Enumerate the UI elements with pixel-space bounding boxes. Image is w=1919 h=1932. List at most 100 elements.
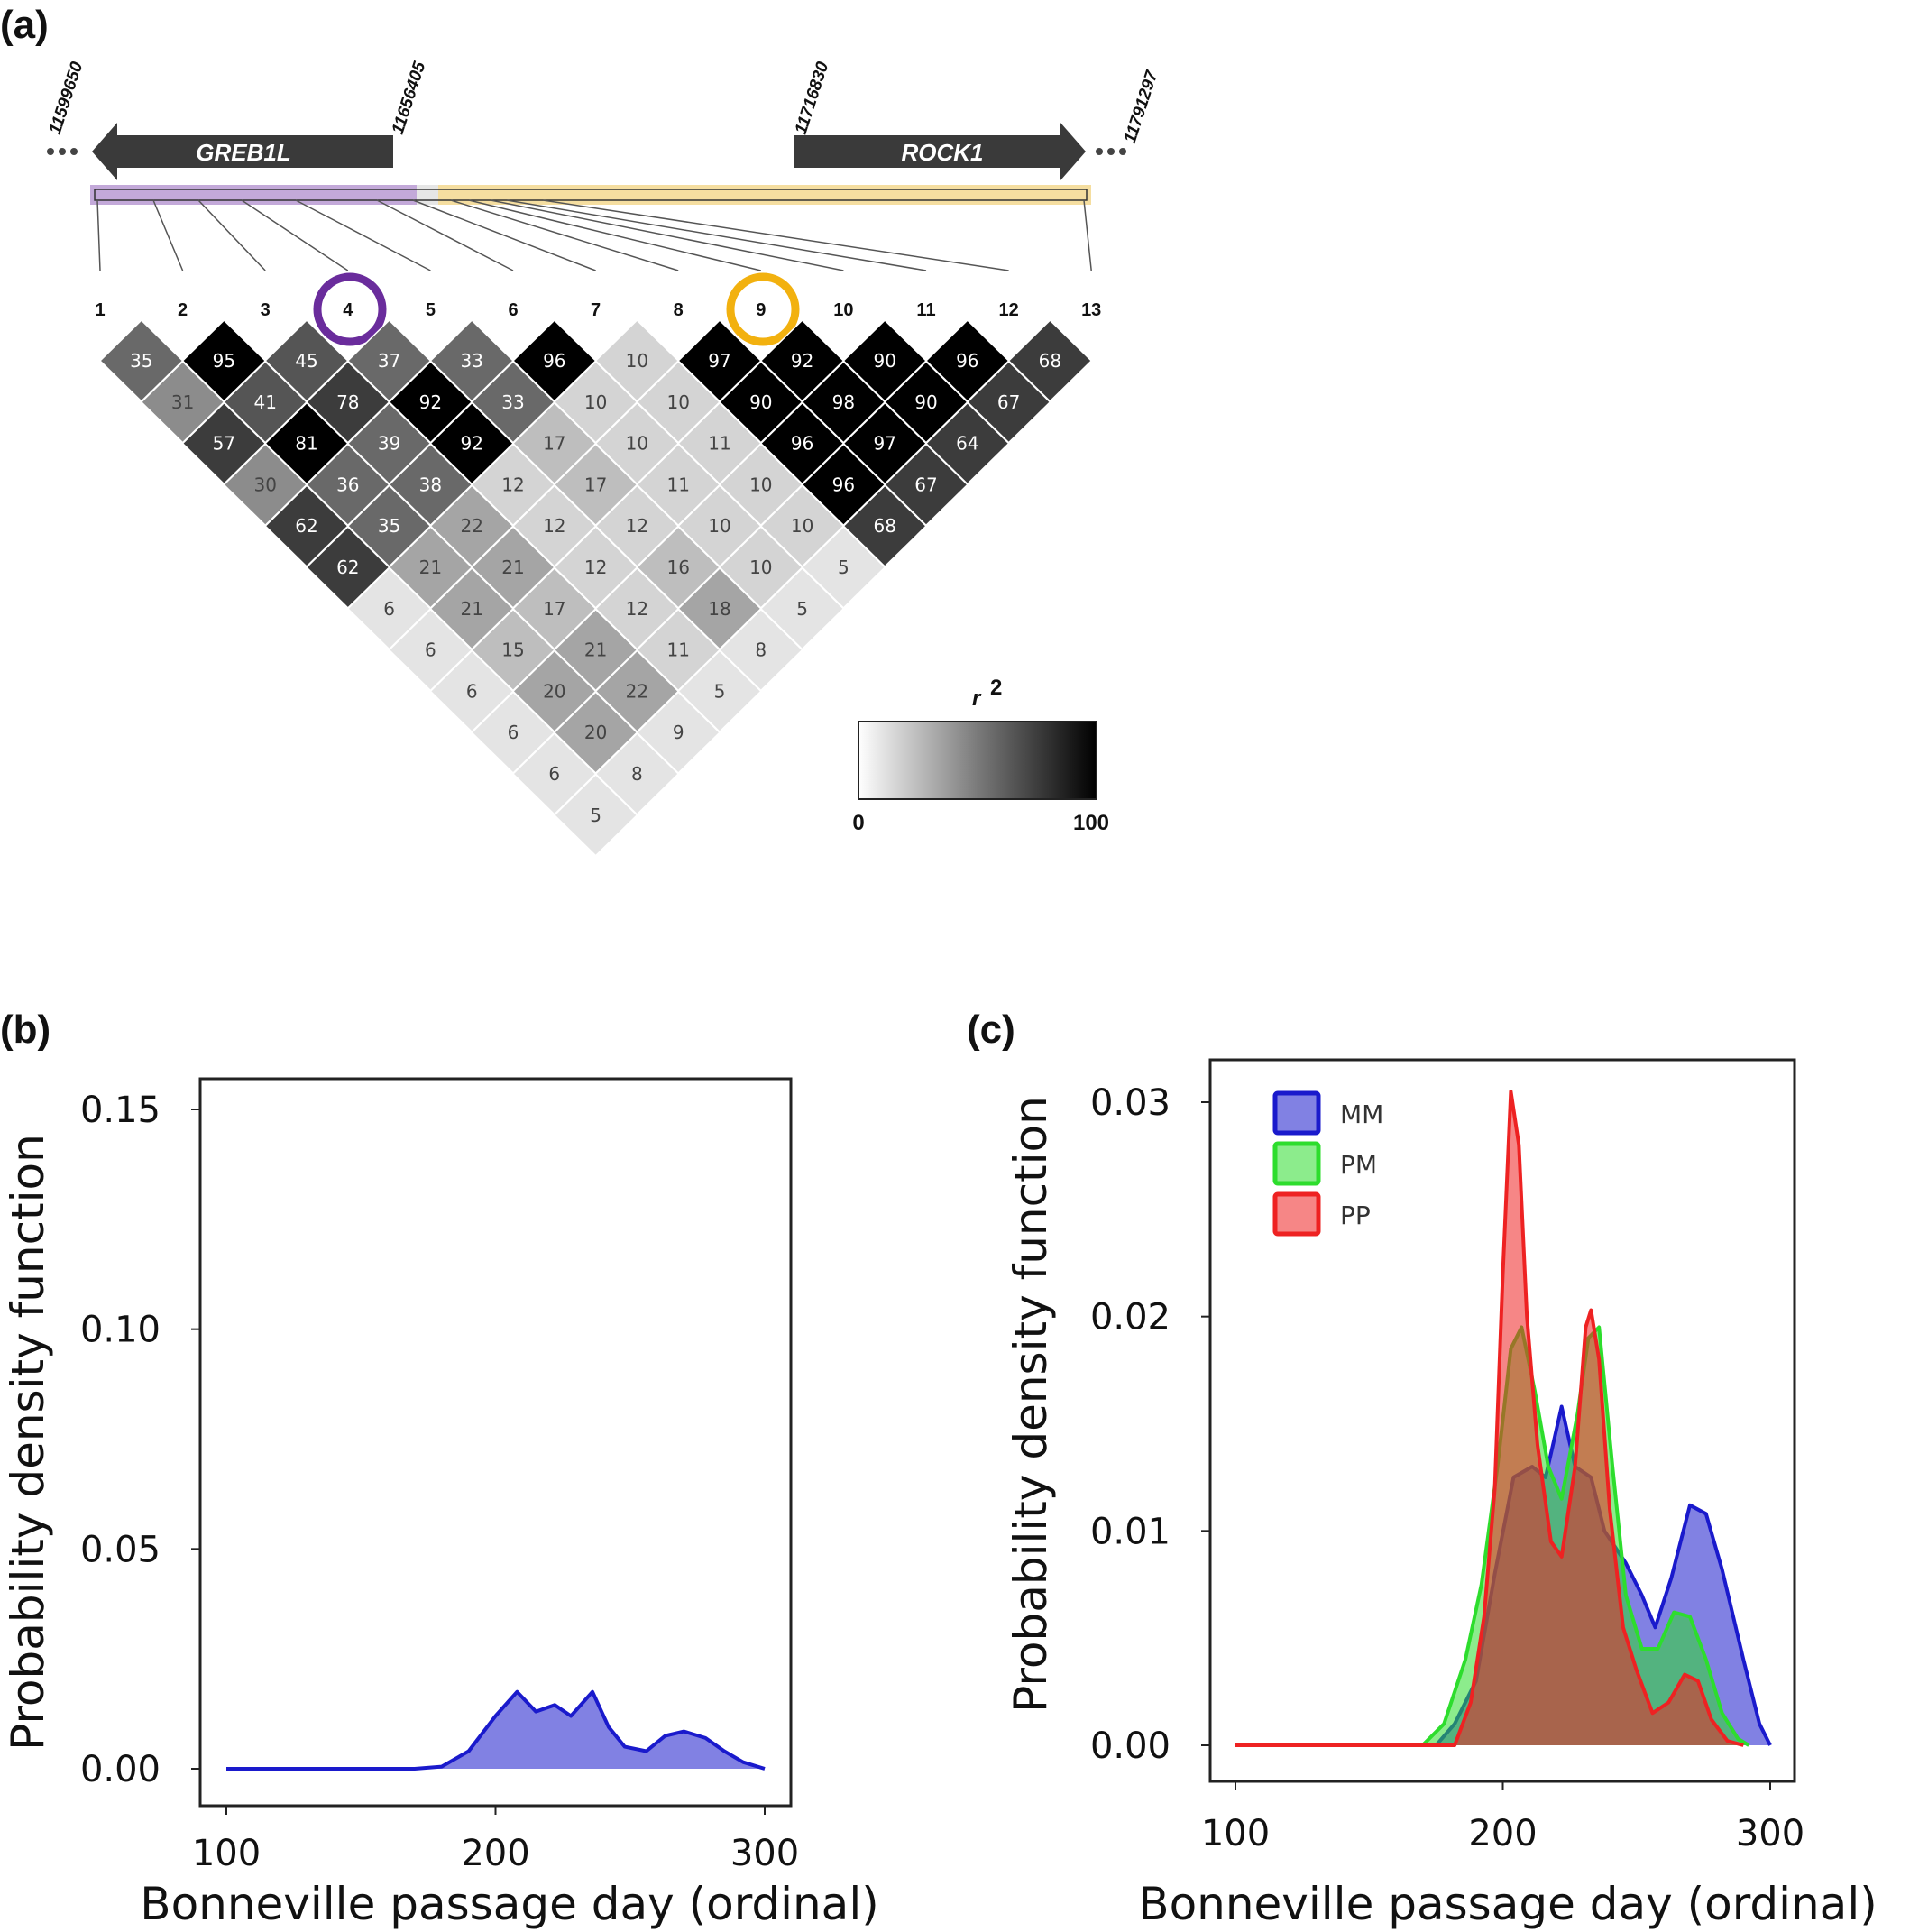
plot-c-x-tick-label-2: 300 — [1736, 1813, 1804, 1854]
ld-cell-value-4-5: 37 — [378, 350, 400, 372]
ld-cell-value-3-11: 21 — [584, 639, 607, 661]
ld-cell-value-4-11: 12 — [626, 598, 648, 620]
panel-label-b: (b) — [0, 1007, 50, 1052]
ld-cell-value-3-4: 45 — [295, 350, 317, 372]
plot-b-x-tick-label-0: 100 — [192, 1833, 261, 1874]
colorbar-title: r — [972, 686, 982, 711]
snp-label-7: 7 — [591, 300, 601, 320]
snp-connector-1 — [96, 199, 101, 271]
ld-cell-value-10-11: 90 — [873, 350, 895, 372]
ld-cell-value-4-9: 12 — [543, 515, 565, 537]
snp-connector-9 — [468, 199, 761, 271]
snp-connector-3 — [197, 199, 266, 271]
position-right-end: 11791297 — [1121, 68, 1162, 146]
ld-cell-value-9-11: 98 — [832, 391, 855, 413]
ld-cell-value-1-13: 5 — [590, 805, 601, 826]
ld-cell-value-9-10: 92 — [791, 350, 813, 372]
ld-cell-value-1-8: 6 — [383, 598, 395, 620]
ld-cell-value-4-10: 12 — [584, 557, 607, 578]
position-rock1-start: 11716830 — [792, 60, 833, 137]
ld-cell-value-2-9: 21 — [460, 598, 482, 620]
ld-cell-value-1-2: 35 — [130, 350, 152, 372]
plot-b-x-tick-label-2: 300 — [730, 1833, 799, 1874]
ld-cell-value-1-10: 6 — [466, 680, 478, 702]
ld-cell-value-11-13: 67 — [997, 391, 1020, 413]
plot-c-y-axis-title: Probability density function — [1005, 1096, 1057, 1713]
snp-label-1: 1 — [95, 300, 105, 320]
snp-9-highlight-circle — [726, 272, 800, 346]
ld-cell-value-1-4: 57 — [213, 433, 235, 455]
colorbar-min-label: 0 — [852, 811, 864, 835]
colorbar-max-label: 100 — [1073, 811, 1109, 835]
left-dots — [47, 148, 78, 155]
snp-label-12: 12 — [998, 300, 1018, 320]
panel-label-a: (a) — [0, 3, 49, 47]
ld-cell-value-7-11: 10 — [749, 474, 772, 495]
snp-connector-2 — [152, 199, 184, 271]
ld-cell-value-6-13: 5 — [796, 598, 808, 620]
ld-cell-value-3-8: 22 — [460, 515, 482, 537]
ld-cell-value-5-10: 12 — [626, 515, 648, 537]
plot-b-y-tick-label-0: 0.00 — [80, 1749, 161, 1790]
plot-b-y-tick-label-2: 0.10 — [80, 1310, 161, 1351]
position-greb1l-end: 11656405 — [389, 60, 430, 137]
ld-cell-value-7-12: 10 — [791, 515, 813, 537]
ld-cell-value-7-9: 10 — [666, 391, 689, 413]
ld-cell-value-1-7: 62 — [336, 557, 359, 578]
ld-cell-value-3-7: 38 — [419, 474, 442, 495]
ld-cell-value-6-11: 10 — [708, 515, 730, 537]
plot-c-legend: MM PM PP — [1272, 1090, 1383, 1237]
snp-connector-10 — [490, 199, 844, 271]
ld-cell-value-7-10: 11 — [708, 433, 730, 455]
legend-swatch-pp — [1272, 1191, 1321, 1237]
ld-cell-value-5-8: 17 — [543, 433, 565, 455]
snp-label-10: 10 — [833, 300, 853, 320]
greb1l-arrow — [92, 123, 393, 180]
ld-cell-value-2-12: 20 — [584, 722, 607, 743]
ld-cell-value-6-12: 10 — [749, 557, 772, 578]
ld-cell-value-6-8: 10 — [584, 391, 607, 413]
snp-connector-4 — [241, 199, 349, 271]
ld-cell-value-2-13: 8 — [631, 763, 643, 785]
ld-cell-value-1-9: 6 — [425, 639, 436, 661]
snp-label-3: 3 — [261, 300, 271, 320]
panel-label-c: (c) — [967, 1007, 1015, 1052]
ld-cell-value-2-4: 41 — [253, 391, 276, 413]
ld-cell-value-4-7: 92 — [460, 433, 482, 455]
snp-label-8: 8 — [674, 300, 684, 320]
plot-c-y-tick-label-0: 0.00 — [1090, 1725, 1171, 1767]
ld-cell-value-3-10: 17 — [543, 598, 565, 620]
plot-b: 0.00 0.05 0.10 0.15 100 200 300 — [80, 1090, 799, 1874]
ld-cell-1-13 — [553, 773, 638, 857]
greb1l-gene-label: GREB1L — [196, 139, 290, 166]
ld-cell-value-5-13: 8 — [755, 639, 767, 661]
snp-connector-13 — [1083, 199, 1092, 271]
ld-cell-value-2-3: 95 — [213, 350, 235, 372]
ld-cell-value-8-12: 96 — [832, 474, 855, 495]
plot-c-x-tick-label-1: 200 — [1468, 1813, 1537, 1854]
snp-connector-8 — [450, 199, 679, 271]
snp-label-2: 2 — [178, 300, 188, 320]
ld-cell-value-8-11: 96 — [791, 433, 813, 455]
colorbar-title-superscript: 2 — [990, 676, 1002, 700]
ld-cell-value-4-13: 5 — [714, 680, 726, 702]
ld-cell-value-12-13: 68 — [1039, 350, 1061, 372]
ld-cell-value-8-9: 97 — [708, 350, 730, 372]
snp-labels: 1 2 3 4 5 6 7 8 9 10 11 12 13 — [95, 300, 1101, 320]
ld-cell-value-8-13: 68 — [873, 515, 895, 537]
ld-cell-value-1-6: 62 — [295, 515, 317, 537]
plot-b-frame — [198, 1077, 793, 1808]
snp-track — [94, 189, 1088, 201]
ld-cell-value-3-5: 78 — [336, 391, 359, 413]
rock1-region-bar — [438, 185, 1091, 205]
ld-cell-value-3-6: 39 — [378, 433, 400, 455]
snp-connector-11 — [506, 199, 927, 271]
plot-c: 0.00 0.01 0.02 0.03 100 200 300 — [1090, 1082, 1804, 1854]
snp-label-13: 13 — [1081, 300, 1101, 320]
snp-connector-6 — [376, 199, 514, 271]
plot-c-y-tick-label-1: 0.01 — [1090, 1511, 1171, 1552]
snp-label-4: 4 — [343, 300, 354, 320]
ld-cell-value-9-13: 67 — [914, 474, 937, 495]
plot-c-y-tick-label-2: 0.02 — [1090, 1297, 1171, 1339]
ld-cell-value-2-8: 21 — [419, 557, 442, 578]
